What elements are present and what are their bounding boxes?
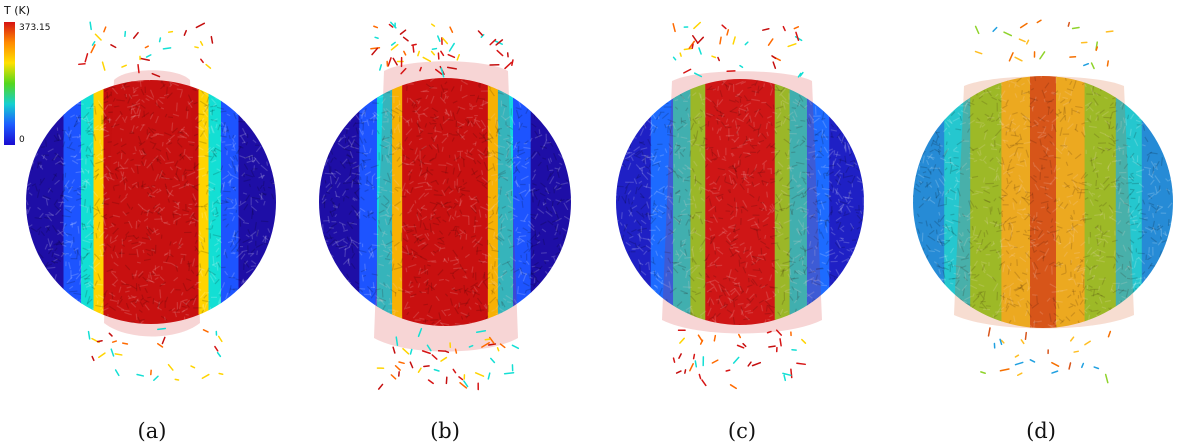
panel-d-visual [913, 19, 1173, 384]
panel-b-visual [319, 21, 571, 391]
panel-a-label: (a) [137, 419, 167, 443]
temperature-colorbar [4, 22, 15, 145]
panel-a-visual [26, 21, 276, 382]
panel-b-label: (b) [430, 419, 460, 443]
legend-max-value: 373.15 [19, 23, 51, 33]
legend-title: T (K) [4, 4, 31, 17]
panel-c-label: (c) [727, 419, 757, 443]
legend-min-value: 0 [19, 135, 25, 145]
panel-d-label: (d) [1026, 419, 1056, 443]
panel-c-visual [616, 21, 864, 390]
